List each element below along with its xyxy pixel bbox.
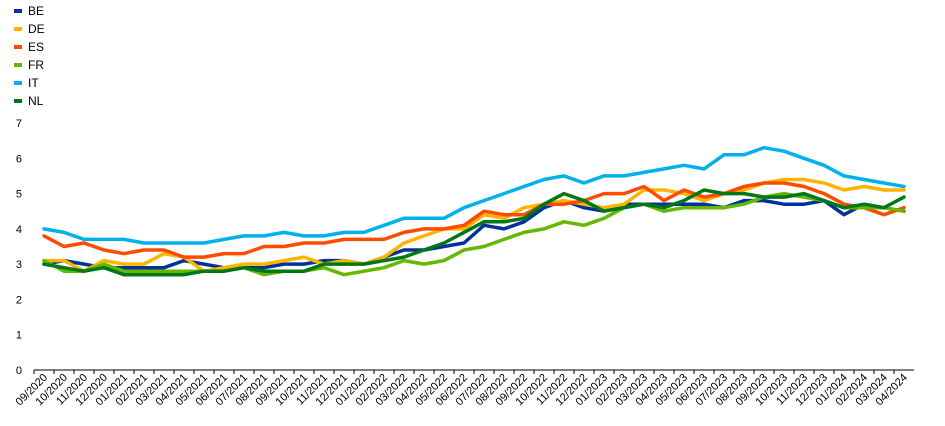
y-tick-label: 7 [16,118,22,130]
y-axis: 0 1 2 3 4 5 6 7 [16,118,22,377]
legend-label: IT [28,76,39,90]
series-line-be [42,198,906,270]
y-tick-label: 0 [16,365,22,377]
legend-item-it: IT [14,74,45,92]
series-line-it [42,145,906,245]
legend-swatch [14,45,22,49]
series-lines [42,145,906,277]
legend-item-nl: NL [14,92,45,110]
y-tick-label: 4 [16,224,22,236]
legend-label: DE [28,22,45,36]
series-line-nl [42,188,906,277]
x-axis: 09/202010/202011/202012/202001/202102/20… [14,369,914,408]
series-line-es [42,181,906,259]
legend-swatch [14,9,22,13]
legend-item-de: DE [14,20,45,38]
y-tick-label: 6 [16,153,22,165]
legend-label: BE [28,4,45,18]
legend: BE DE ES FR IT NL [14,2,45,110]
legend-swatch [14,27,22,31]
y-tick-label: 2 [16,294,22,306]
legend-swatch [14,99,22,103]
legend-swatch [14,81,22,85]
legend-label: ES [28,40,45,54]
legend-item-be: BE [14,2,45,20]
legend-swatch [14,63,22,67]
y-tick-label: 5 [16,189,22,201]
y-tick-label: 1 [16,330,22,342]
legend-item-fr: FR [14,56,45,74]
legend-label: NL [28,94,44,108]
y-tick-label: 3 [16,259,22,271]
legend-item-es: ES [14,38,45,56]
legend-label: FR [28,58,44,72]
